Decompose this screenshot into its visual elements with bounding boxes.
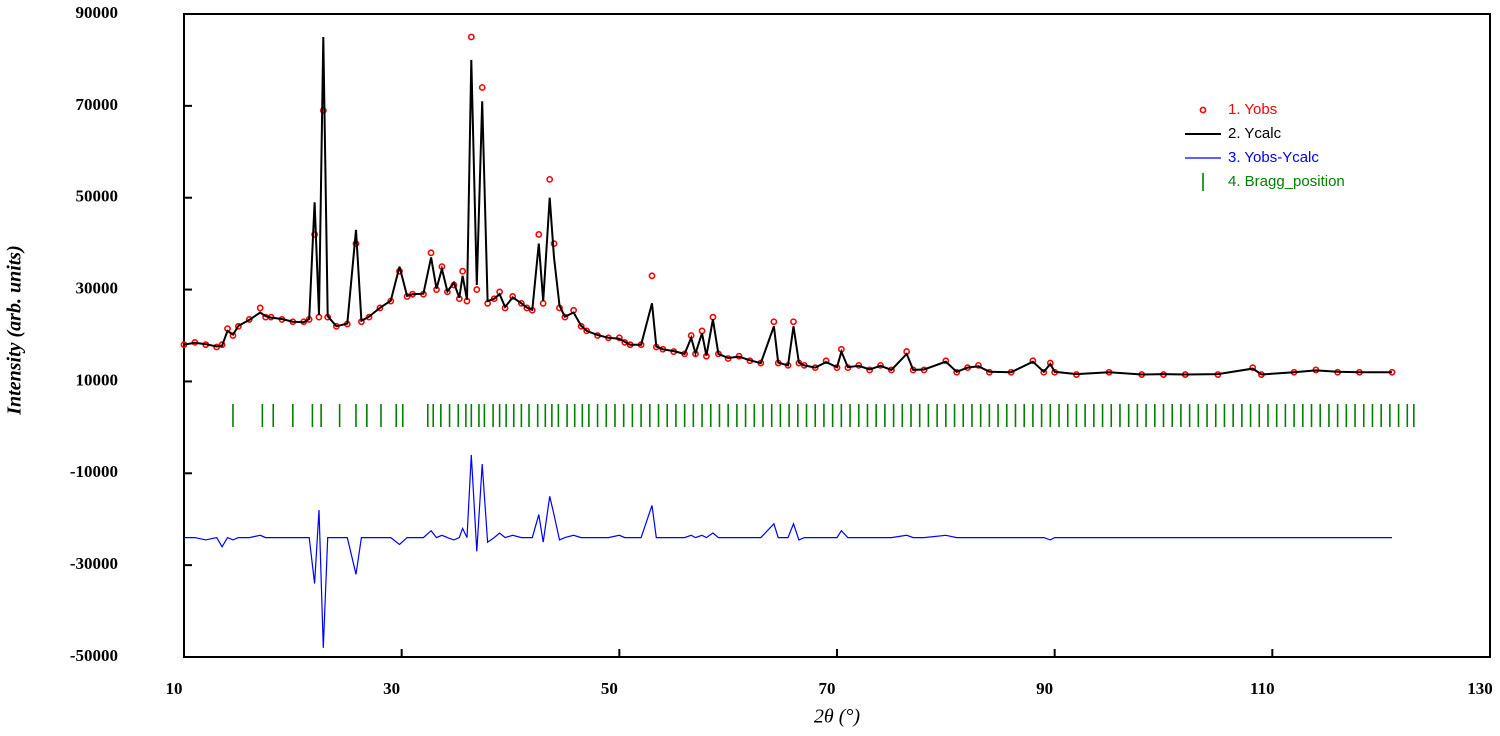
legend-label: 2. Ycalc <box>1228 125 1282 142</box>
data-point <box>546 175 554 183</box>
data-point <box>1029 357 1037 365</box>
y-tick-label: 10000 <box>76 370 119 389</box>
x-tick-label: 50 <box>601 679 618 698</box>
data-point <box>311 231 318 238</box>
x-tick-label: 30 <box>383 679 400 698</box>
y-tick-label: 50000 <box>76 187 119 206</box>
data-point <box>315 313 323 321</box>
data-point <box>517 299 525 307</box>
data-point <box>319 107 327 114</box>
data-point <box>535 231 543 238</box>
x-tick-label: 110 <box>1250 679 1275 698</box>
data-point <box>1040 368 1048 376</box>
x-tick-label: 10 <box>166 679 183 698</box>
data-point <box>256 304 264 312</box>
series-line <box>184 454 1392 648</box>
data-point <box>478 84 486 91</box>
y-tick-label: 70000 <box>76 95 119 114</box>
data-point <box>822 357 830 365</box>
y-tick-label: 30000 <box>76 278 119 297</box>
x-tick-label: 70 <box>819 679 836 698</box>
legend-label: 3. Yobs-Ycalc <box>1228 149 1319 166</box>
y-tick-label: 90000 <box>76 3 119 22</box>
legend-marker <box>1199 106 1207 114</box>
data-point <box>427 249 435 257</box>
data-point <box>467 33 475 41</box>
data-point <box>577 322 585 330</box>
x-axis-label: 2θ (°) <box>814 706 860 728</box>
data-point <box>698 327 706 335</box>
legend-label: 1. Yobs <box>1228 101 1277 118</box>
data-point <box>648 272 656 280</box>
x-tick-label: 90 <box>1036 679 1053 698</box>
data-point <box>770 318 778 326</box>
data-point <box>1249 364 1257 372</box>
data-point <box>473 286 481 293</box>
data-point <box>245 316 253 323</box>
data-point <box>218 341 226 349</box>
data-point <box>376 304 384 312</box>
data-point <box>509 293 517 300</box>
data-point <box>790 318 797 326</box>
y-tick-label: -10000 <box>70 462 118 481</box>
legend-label: 4. Bragg_position <box>1228 173 1345 190</box>
data-point <box>953 368 961 376</box>
data-point <box>877 361 884 369</box>
data-point <box>975 361 982 369</box>
data-point <box>866 366 874 374</box>
data-point <box>539 299 547 307</box>
y-axis-label: Intensity (arb. units) <box>4 245 26 415</box>
y-tick-label: -50000 <box>70 646 118 665</box>
x-tick-label: 130 <box>1467 679 1493 698</box>
data-point <box>235 322 242 330</box>
plot-frame <box>183 13 1491 658</box>
data-point <box>942 357 950 365</box>
series-line <box>183 36 1392 376</box>
data-point <box>709 313 717 321</box>
data-point <box>459 267 467 275</box>
y-tick-label: -30000 <box>70 554 118 573</box>
